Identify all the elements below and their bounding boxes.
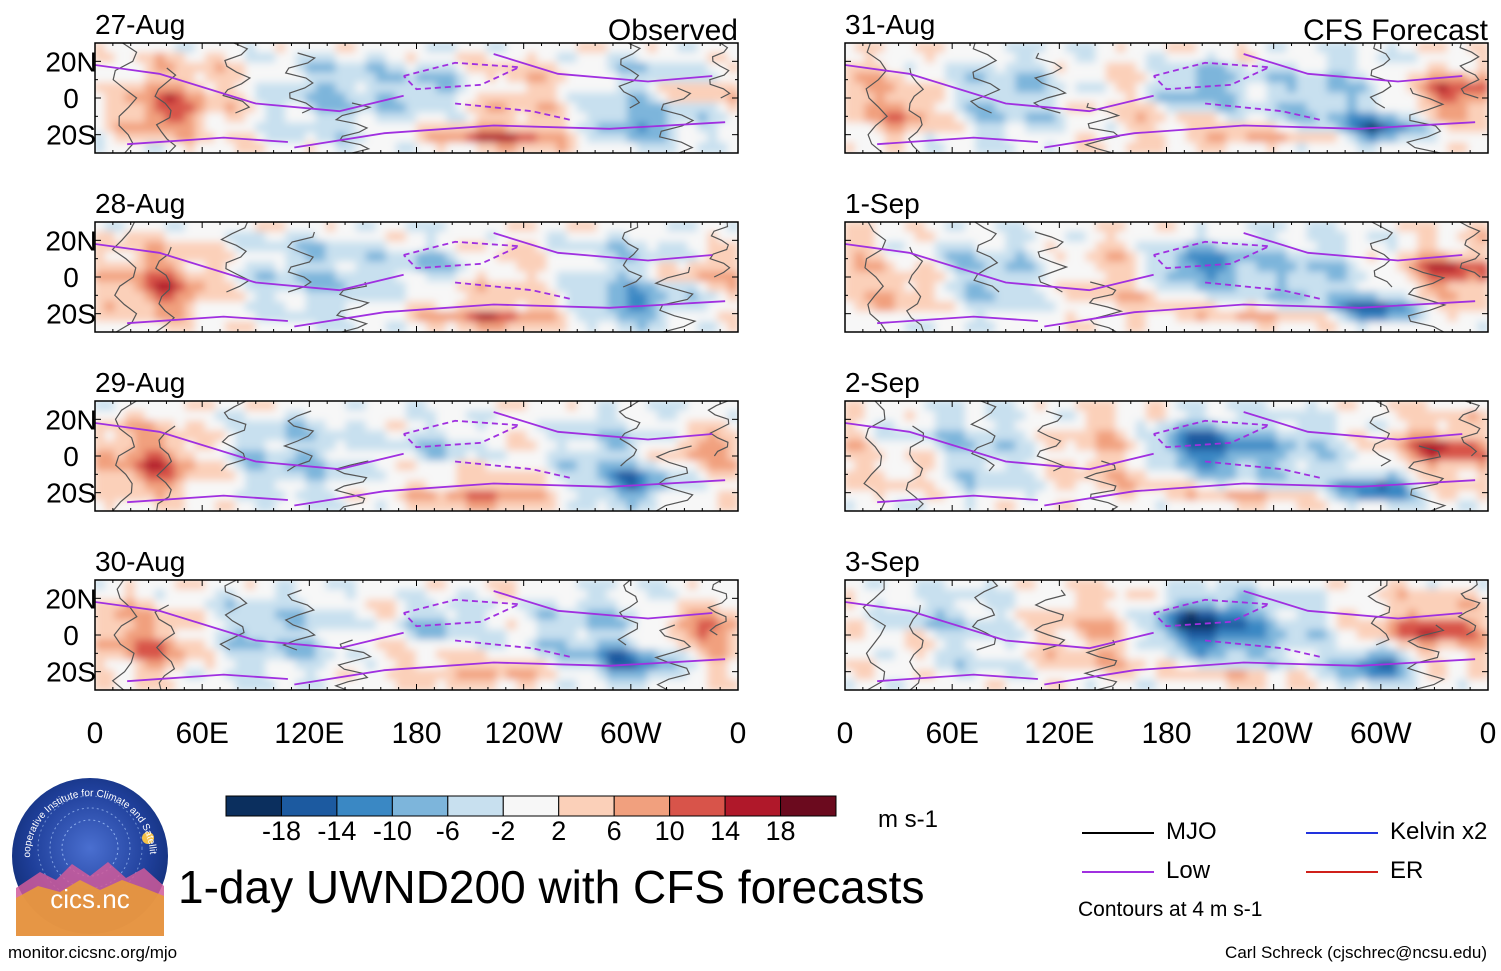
lon-tick-label: 180 (1141, 717, 1191, 750)
panel-31-aug: 31-Aug CFS Forecast (844, 9, 1489, 154)
footer-url: monitor.cicsnc.org/mjo (8, 943, 178, 962)
legend-item-er: ER (1306, 857, 1423, 885)
colorbar-tick-label: 6 (607, 816, 622, 846)
lat-tick-label: 0 (63, 83, 79, 114)
lat-tick-label: 20S (46, 299, 96, 330)
lat-tick-label: 20S (46, 120, 96, 151)
chart-title: 1-day UWND200 with CFS forecasts (178, 861, 925, 913)
colorbar-tick-label: -14 (317, 816, 356, 846)
lat-tick-label: 20N (45, 583, 96, 614)
column-title: CFS Forecast (1303, 14, 1489, 47)
lat-tick-label: 20N (45, 404, 96, 435)
panel-date-label: 30-Aug (95, 546, 185, 577)
lon-tick-label: 120E (1024, 717, 1094, 750)
column-title: Observed (608, 14, 738, 47)
logo-name: cics.nc (50, 884, 129, 914)
colorbar-swatch (558, 795, 615, 817)
legend-label-er: ER (1390, 857, 1424, 884)
panel-date-label: 2-Sep (845, 367, 920, 398)
colorbar-tick-label: -2 (491, 816, 515, 846)
panel-29-aug: 29-Aug 20N 0 20S (45, 367, 739, 512)
legend-label-low: Low (1166, 857, 1211, 884)
legend-line-er (1306, 870, 1378, 873)
lon-tick-label: 60E (925, 717, 978, 750)
colorbar-swatch (225, 795, 282, 817)
panel-27-aug: 27-Aug Observed 20N 0 20S (45, 9, 739, 154)
panel-30-aug: 30-Aug 20N 0 20S (45, 546, 739, 691)
lat-tick-label: 0 (63, 441, 79, 472)
contour-note: Contours at 4 m s-1 (1078, 898, 1263, 921)
legend-line-low (1082, 870, 1154, 873)
map-panels: 27-Aug Observed20N020S28-Aug20N020S29-Aug… (45, 9, 1489, 691)
colorbar-swatch (280, 795, 338, 817)
colorbar-tick-label: -6 (436, 816, 460, 846)
panel-date-label: 28-Aug (95, 188, 185, 219)
lon-tick-label: 60E (175, 717, 228, 750)
panel-3-sep: 3-Sep (844, 546, 1489, 691)
legend-item-kelvin: Kelvin x2 (1306, 818, 1487, 846)
lon-tick-label: 0 (837, 717, 854, 750)
lon-tick-label: 120W (484, 717, 563, 750)
panel-28-aug: 28-Aug 20N 0 20S (45, 188, 739, 333)
lat-tick-label: 0 (63, 262, 79, 293)
lat-tick-label: 0 (63, 620, 79, 651)
colorbar-tick-label: 10 (655, 816, 685, 846)
panel-date-label: 3-Sep (845, 546, 920, 577)
cics-logo: Cooperative Institute for Climate and Sa… (10, 776, 168, 936)
colorbar-tick-label: -18 (262, 816, 301, 846)
colorbar-swatch (391, 795, 449, 817)
panel-date-label: 1-Sep (845, 188, 920, 219)
panel-2-sep: 2-Sep (844, 367, 1489, 512)
colorbar: -18 -14 -10 -6 -2 2 6 10 14 18 (225, 795, 837, 846)
legend-label-mjo: MJO (1166, 818, 1217, 845)
colorbar-swatch (669, 795, 726, 817)
lon-tick-label: 120E (274, 717, 344, 750)
footer-author: Carl Schreck (cjschrec@ncsu.edu) (1225, 943, 1487, 962)
colorbar-swatch (336, 795, 393, 817)
lon-tick-label: 60W (1350, 717, 1412, 750)
legend-label-kelvin: Kelvin x2 (1390, 818, 1488, 845)
longitude-axes: 0 60E 120E 180 120W 60W 0 0 60E 120E 180 120W 60W 0 (87, 717, 1497, 750)
panel-date-label: 31-Aug (845, 9, 935, 40)
colorbar-swatch (613, 795, 671, 817)
lon-tick-label: 0 (1480, 717, 1497, 750)
legend-item-mjo: MJO (1082, 818, 1217, 846)
colorbar-tick-label: 2 (551, 816, 566, 846)
lat-tick-label: 20S (46, 478, 96, 509)
lat-tick-label: 20N (45, 225, 96, 256)
panel-date-label: 27-Aug (95, 9, 185, 40)
legend-line-kelvin (1306, 831, 1378, 834)
lat-tick-label: 20S (46, 657, 96, 688)
colorbar-units: m s-1 (878, 806, 938, 833)
lon-tick-label: 120W (1234, 717, 1313, 750)
colorbar-swatch (502, 795, 560, 817)
colorbar-swatch (447, 795, 504, 817)
colorbar-tick-label: -10 (373, 816, 412, 846)
lon-tick-label: 0 (730, 717, 747, 750)
colorbar-swatch (780, 795, 837, 817)
legend-item-low: Low (1082, 857, 1210, 885)
panel-date-label: 29-Aug (95, 367, 185, 398)
colorbar-tick-label: 18 (766, 816, 796, 846)
lon-tick-label: 60W (600, 717, 662, 750)
colorbar-tick-label: 14 (710, 816, 740, 846)
legend-line-mjo (1082, 831, 1154, 834)
lon-tick-label: 180 (391, 717, 441, 750)
panel-1-sep: 1-Sep (844, 188, 1489, 333)
lon-tick-label: 0 (87, 717, 104, 750)
lat-tick-label: 20N (45, 46, 96, 77)
colorbar-swatch (724, 795, 782, 817)
